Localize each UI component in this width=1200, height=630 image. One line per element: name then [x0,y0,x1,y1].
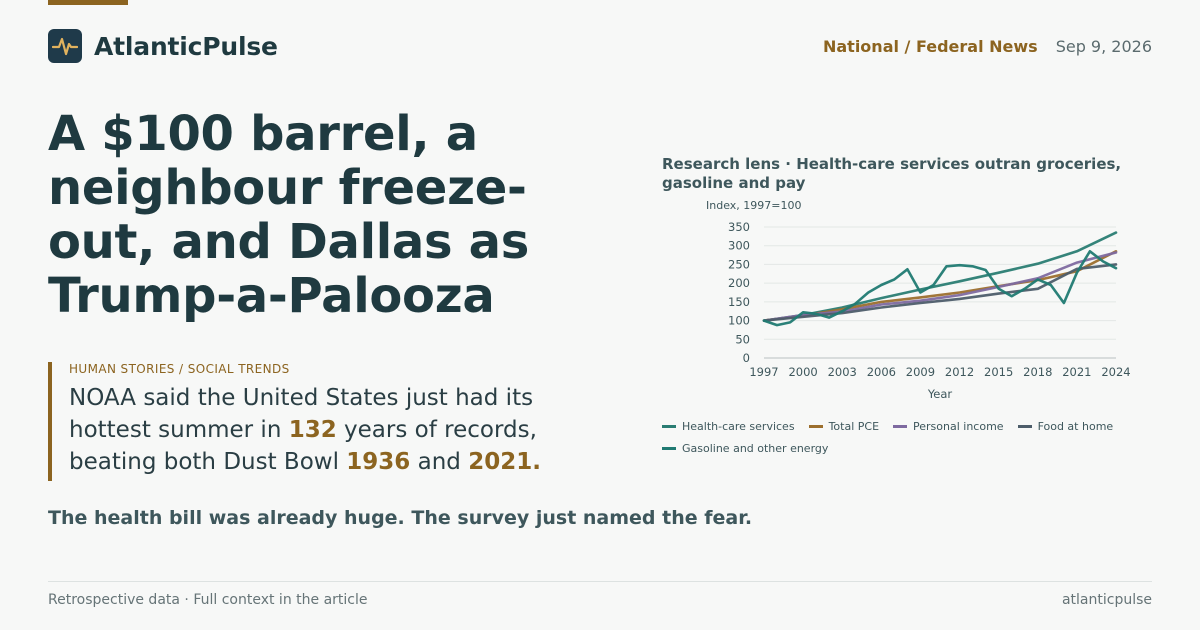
series-line-4 [762,249,1118,327]
legend-item: Gasoline and other energy [662,441,828,455]
x-tick-label: 2024 [1101,365,1130,379]
site-header: AtlanticPulse National / Federal News Se… [48,29,1152,63]
publish-date: Sep 9, 2026 [1055,36,1152,56]
x-tick-label: 2021 [1062,365,1091,379]
chart-legend: Health-care services Total PCE Personal in… [662,419,1152,455]
pulse-icon [48,29,82,63]
legend-item: Total PCE [808,419,880,433]
legend-label: Total PCE [828,419,880,433]
footer-brand[interactable]: atlanticpulse [1061,592,1152,608]
y-tick-label: 200 [728,276,750,290]
legend-label: Personal income [913,419,1004,433]
chart-panel: Research lens · Health-care services out… [662,155,1162,465]
dek-text-2: years of records, beating both Dust Bowl [69,417,537,475]
series-line-2 [762,251,1118,322]
y-tick-label: 50 [735,332,750,346]
y-tick-label: 0 [743,351,750,365]
y-tick-label: 300 [728,239,750,253]
legend-swatch [1017,424,1032,428]
line-chart: Index, 1997=100 0 50 100 150 200 250 300 350 1997… [706,199,1131,401]
y-tick-label: 350 [728,220,750,234]
legend-label: Food at home [1037,419,1114,433]
chart-title: Research lens · Health-care services out… [662,155,1122,192]
x-tick-label: 1997 [749,365,778,379]
footer: Retrospective data · Full context in the… [48,581,1152,608]
footer-note: Retrospective data · Full context in the… [48,592,368,608]
x-tick-label: 2012 [945,365,974,379]
kicker-block: HUMAN STORIES / SOCIAL TRENDS NOAA said … [48,362,608,481]
legend-item: Food at home [1017,419,1114,433]
top-accent-bar [48,0,128,5]
x-tick-label: 2009 [906,365,935,379]
kicker: HUMAN STORIES / SOCIAL TRENDS [69,362,290,376]
subhead: The health bill was already huge. The su… [48,507,753,529]
x-tick-label: 2003 [828,365,857,379]
headline: A $100 barrel, a neighbour freeze-out, a… [48,106,530,324]
dek-highlight-2: 1936 [346,449,411,475]
x-tick-label: 2018 [1023,365,1052,379]
legend-label: Health-care services [682,419,795,433]
legend-swatch [662,424,676,428]
section-link[interactable]: National / Federal News [822,36,1038,56]
dek-text-3: and [410,449,469,475]
legend-item: Personal income [893,419,1004,433]
dek-text-1: NOAA said the United States just had its… [69,385,534,443]
y-tick-label: 150 [728,295,750,309]
x-axis-label: Year [927,387,953,401]
dek-highlight-3: 2021. [468,449,541,475]
dek-highlight-1: 132 [288,417,337,443]
legend-swatch [893,424,908,428]
legend-item: Health-care services [662,419,795,433]
legend-swatch [662,446,676,450]
brand-name: AtlanticPulse [94,31,278,61]
brand[interactable]: AtlanticPulse [48,29,278,63]
x-tick-label: 2006 [867,365,896,379]
legend-swatch [808,424,823,428]
x-tick-label: 2000 [788,365,817,379]
y-axis-label: Index, 1997=100 [706,199,801,212]
y-tick-label: 250 [728,257,750,271]
y-tick-label: 100 [728,314,750,328]
dek: NOAA said the United States just had its… [69,382,608,478]
legend-label: Gasoline and other energy [682,441,829,455]
x-tick-label: 2015 [984,365,1013,379]
header-meta: National / Federal News Sep 9, 2026 [823,37,1152,56]
